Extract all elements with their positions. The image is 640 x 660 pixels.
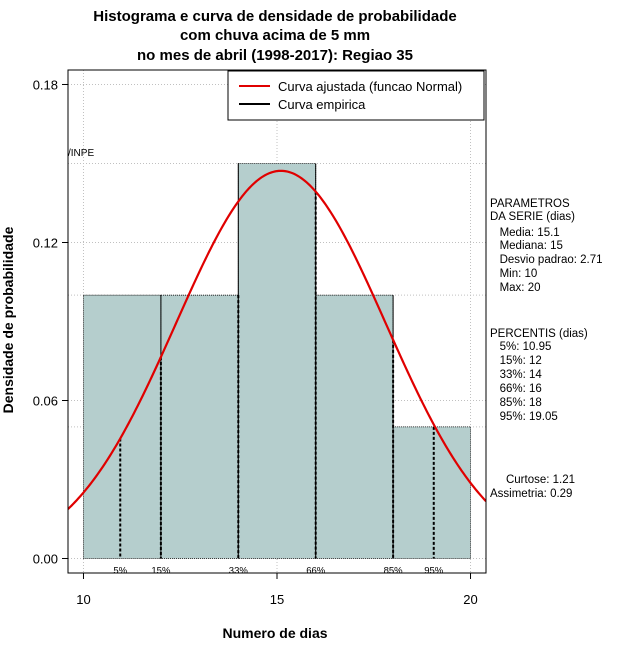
percentile-label-3: 66% [306, 566, 326, 577]
histogram-bar-3 [315, 294, 394, 559]
title-line-2: com chuva acima de 5 mm [180, 27, 370, 44]
percentile-labels: 5% 15% 33% 66% 85% 95% [113, 566, 443, 577]
params-max: Max: 20 [490, 282, 541, 294]
y-tick-label-1: 0.06 [33, 394, 58, 409]
params-min: Min: 10 [490, 268, 537, 280]
params-desvio: Desvio padrao: 2.71 [490, 254, 603, 266]
percentile-label-2: 33% [229, 566, 249, 577]
legend-box [227, 70, 485, 121]
percentile-label-0: 5% [113, 566, 127, 577]
x-tick-label-0: 10 [76, 592, 90, 607]
source-label: /INPE [68, 148, 94, 159]
percentis-p85: 85%: 18 [490, 397, 542, 409]
legend: Curva ajustada (funcao Normal) Curva emp… [227, 70, 485, 121]
y-tick-label-3: 0.18 [33, 77, 58, 92]
percentis-p66: 66%: 16 [490, 383, 542, 395]
normal-curve [68, 169, 486, 510]
y-tick-label-0: 0.00 [33, 552, 58, 567]
percentis-p15: 15%: 12 [490, 355, 542, 367]
y-tick-label-2: 0.12 [33, 235, 58, 250]
percentile-lines [119, 191, 435, 559]
percentis-p5: 5%: 10.95 [490, 341, 551, 353]
title-line-3: no mes de abril (1998-2017): Regiao 35 [137, 47, 413, 64]
y-axis: 0.00 0.06 0.12 0.18 [33, 77, 68, 567]
percentis-title: PERCENTIS (dias) [490, 328, 588, 340]
histogram-bar-1 [160, 294, 239, 559]
side-panel: PARAMETROS DA SERIE (dias) Media: 15.1 M… [490, 198, 603, 500]
percentile-label-5: 95% [424, 566, 444, 577]
params-title: PARAMETROS [490, 198, 570, 210]
percentile-label-4: 85% [384, 566, 404, 577]
histogram-bar-0 [83, 294, 162, 559]
percentis-p33: 33%: 14 [490, 369, 542, 381]
percentile-label-1: 15% [151, 566, 171, 577]
percentis-p95: 95%: 19.05 [490, 411, 558, 423]
x-tick-label-1: 15 [270, 592, 284, 607]
x-axis-title: Numero de dias [222, 625, 327, 641]
title-line-1: Histograma e curva de densidade de proba… [93, 8, 456, 25]
histogram-bars [83, 163, 471, 559]
stats-curtose: Curtose: 1.21 [490, 474, 575, 486]
x-tick-label-2: 20 [463, 592, 477, 607]
params-mediana: Mediana: 15 [490, 240, 563, 252]
stats-assimetria: Assimetria: 0.29 [490, 488, 572, 500]
y-axis-title: Densidade de probabilidade [0, 226, 16, 413]
histogram-bar-4 [392, 426, 471, 559]
chart-title: Histograma e curva de densidade de proba… [93, 8, 456, 64]
legend-entry-empirical: Curva empirica [278, 97, 366, 112]
histogram-bar-2 [237, 163, 317, 559]
params-subtitle: DA SERIE (dias) [490, 211, 575, 223]
params-media: Media: 15.1 [490, 227, 560, 239]
normal-curve-line [68, 169, 486, 510]
legend-entry-fitted: Curva ajustada (funcao Normal) [278, 79, 462, 94]
x-axis: 10 15 20 [76, 573, 478, 607]
